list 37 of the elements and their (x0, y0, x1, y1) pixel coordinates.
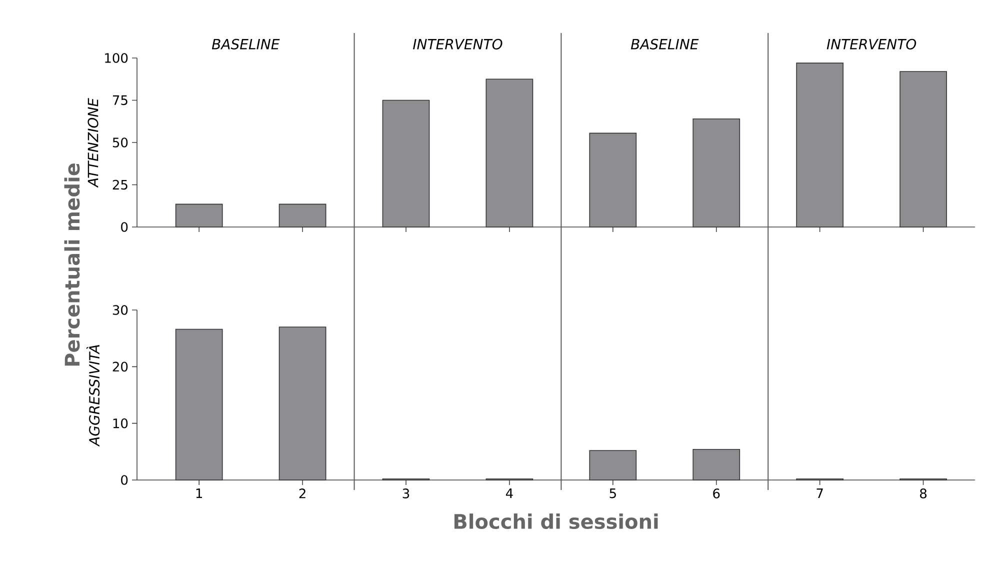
bar (278, 204, 326, 228)
bar (589, 132, 637, 228)
x-tick-label: 1 (196, 488, 202, 498)
bar (175, 328, 223, 480)
bar (692, 449, 740, 480)
y-tick-label: 25 (112, 180, 128, 190)
y-axis-title: AGGRESSIVITÀ (86, 345, 100, 447)
x-tick-label: 5 (610, 488, 616, 498)
y-axis-title: ATTENZIONE (88, 98, 98, 188)
x-tick-label: 3 (402, 488, 410, 498)
text: BASELINE (212, 38, 280, 50)
text: INTERVENTO (413, 38, 502, 50)
bar (796, 62, 844, 228)
text: BASELINE (630, 38, 699, 50)
x-tick-label: 6 (713, 488, 720, 498)
y-tick-label: 10 (113, 418, 128, 428)
bar (175, 204, 223, 228)
y-tick-label: 20 (112, 362, 128, 372)
y-tick-label: 0 (121, 475, 128, 485)
bar (486, 78, 534, 228)
y-tick-label: 100 (105, 53, 128, 63)
y-tick-label: 0 (121, 222, 128, 232)
x-tick-label: 4 (506, 488, 513, 498)
text: Percentuali medie (64, 164, 80, 366)
y-tick-label: 50 (112, 138, 128, 148)
x-tick-label: 7 (816, 488, 823, 498)
bar (900, 71, 947, 228)
x-tick-label: 8 (920, 488, 927, 498)
bar (589, 450, 637, 480)
y-tick-label: 75 (112, 95, 128, 106)
bar (382, 100, 430, 228)
bar (278, 326, 326, 480)
bar (692, 118, 740, 228)
x-tick-label: 2 (299, 488, 306, 498)
text: INTERVENTO (826, 38, 916, 50)
y-tick-label: 30 (112, 305, 128, 315)
x-axis-title: Blocchi di sessioni (454, 514, 658, 530)
